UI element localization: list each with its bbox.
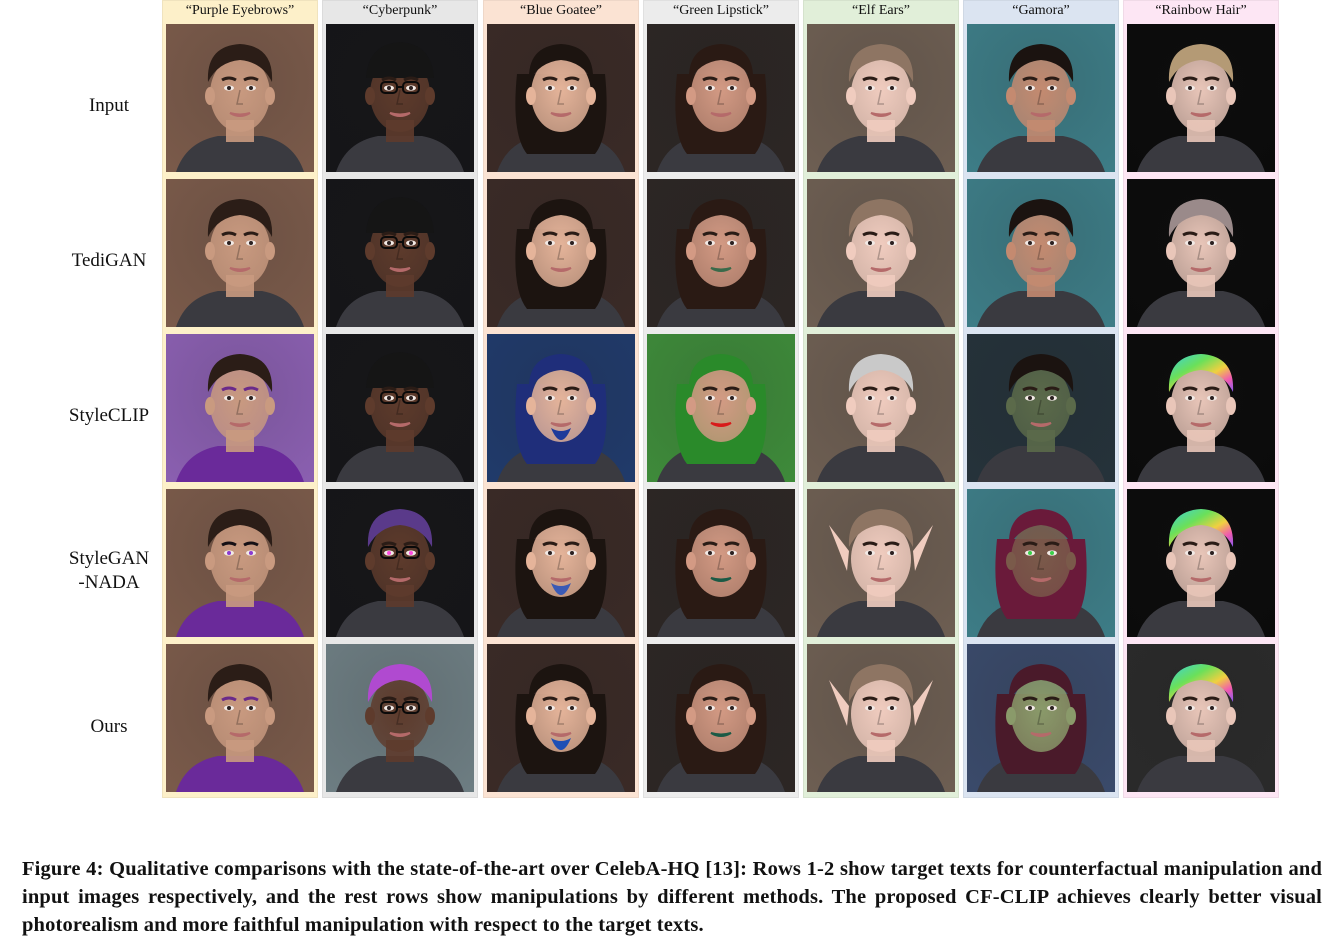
- face-image: [1127, 24, 1275, 172]
- face-image: [807, 334, 955, 482]
- row-label: Ours: [90, 716, 128, 737]
- face-image: [647, 644, 795, 792]
- face-image: [326, 489, 474, 637]
- face-image: [647, 179, 795, 327]
- face-image: [967, 489, 1115, 637]
- face-image: [807, 489, 955, 637]
- face-image: [326, 334, 474, 482]
- face-image: [487, 644, 635, 792]
- face-image: [166, 644, 314, 792]
- column-header: “Elf Ears”: [852, 3, 910, 18]
- face-image: [807, 24, 955, 172]
- face-image: [1127, 489, 1275, 637]
- face-image: [487, 24, 635, 172]
- figure-caption: Figure 4: Qualitative comparisons with t…: [22, 857, 1322, 936]
- face-image: [166, 179, 314, 327]
- face-image: [326, 24, 474, 172]
- column-header: “Gamora”: [1012, 3, 1070, 18]
- row-label: StyleGAN -NADA: [68, 548, 150, 593]
- face-image: [487, 334, 635, 482]
- column-header: “Rainbow Hair”: [1155, 3, 1247, 18]
- face-image: [166, 334, 314, 482]
- face-image: [487, 489, 635, 637]
- face-image: [1127, 179, 1275, 327]
- face-image: [326, 179, 474, 327]
- face-image: [967, 334, 1115, 482]
- row-label: StyleCLIP: [68, 405, 150, 426]
- face-image: [807, 179, 955, 327]
- face-image: [967, 644, 1115, 792]
- row-label: TediGAN: [71, 250, 147, 271]
- column-header: “Green Lipstick”: [672, 3, 769, 18]
- face-image: [166, 24, 314, 172]
- face-image: [326, 644, 474, 792]
- face-image: [647, 334, 795, 482]
- face-image: [647, 24, 795, 172]
- face-image: [166, 489, 314, 637]
- face-image: [647, 489, 795, 637]
- face-image: [807, 644, 955, 792]
- face-image: [1127, 644, 1275, 792]
- column-header: “Blue Goatee”: [519, 3, 602, 18]
- column-header: “Cyberpunk”: [362, 3, 438, 18]
- face-image: [967, 24, 1115, 172]
- face-image: [967, 179, 1115, 327]
- row-label: Input: [88, 95, 130, 116]
- column-header: “Purple Eyebrows”: [185, 3, 295, 18]
- face-image: [487, 179, 635, 327]
- face-image: [1127, 334, 1275, 482]
